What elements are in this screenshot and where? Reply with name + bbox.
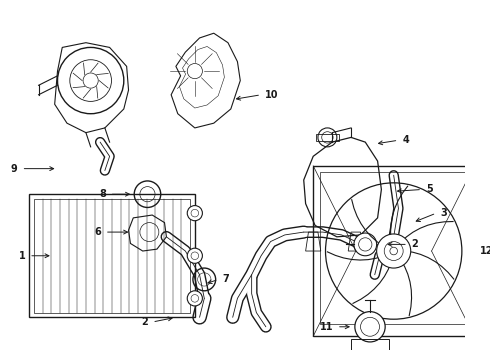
Text: 4: 4 — [402, 135, 409, 145]
Bar — [29, 194, 195, 317]
Bar — [316, 134, 339, 141]
Bar — [34, 199, 190, 312]
Text: 2: 2 — [142, 317, 148, 327]
Text: 3: 3 — [440, 208, 447, 218]
Circle shape — [187, 206, 202, 221]
Text: 5: 5 — [426, 184, 433, 194]
Circle shape — [187, 291, 202, 306]
Text: 11: 11 — [319, 322, 333, 332]
Text: 1: 1 — [19, 251, 25, 261]
Bar — [313, 166, 474, 336]
Circle shape — [355, 312, 385, 342]
Circle shape — [377, 234, 411, 268]
Circle shape — [354, 233, 377, 256]
Text: 10: 10 — [265, 90, 278, 100]
Circle shape — [187, 248, 202, 263]
Text: 6: 6 — [94, 227, 101, 237]
Text: 7: 7 — [222, 274, 229, 284]
Bar — [320, 172, 467, 324]
Text: 9: 9 — [11, 164, 18, 174]
Bar — [351, 339, 389, 353]
Text: 12: 12 — [480, 246, 490, 256]
Text: 8: 8 — [99, 189, 106, 199]
Text: 2: 2 — [412, 239, 418, 249]
